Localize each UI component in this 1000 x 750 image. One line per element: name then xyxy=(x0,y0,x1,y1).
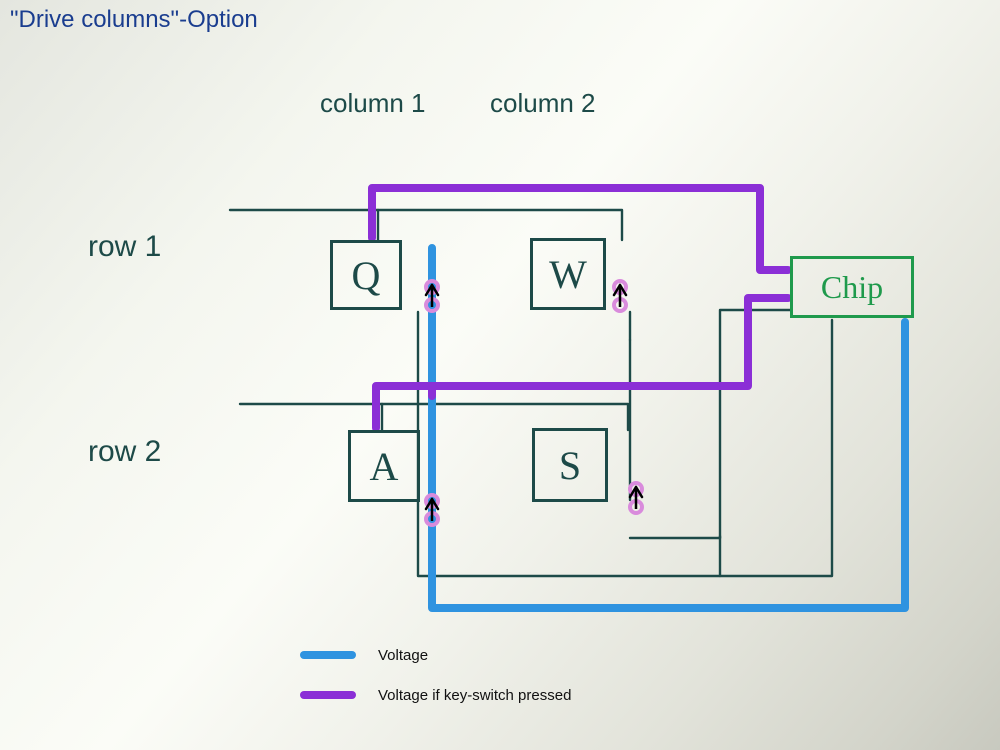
key-a-label: A xyxy=(370,443,399,490)
wiring-layer xyxy=(0,0,1000,750)
key-w-label: W xyxy=(549,251,587,298)
key-s: S xyxy=(532,428,608,502)
legend-pressed-row: Voltage if key-switch pressed xyxy=(300,680,800,710)
legend-pressed-text: Voltage if key-switch pressed xyxy=(378,687,571,704)
legend: Voltage Voltage if key-switch pressed xyxy=(300,640,800,720)
key-q-label: Q xyxy=(352,252,381,299)
key-s-label: S xyxy=(559,442,581,489)
chip-label: Chip xyxy=(821,269,883,306)
key-w: W xyxy=(530,238,606,310)
legend-voltage-row: Voltage xyxy=(300,640,800,670)
diagram-page: "Drive columns"-Option column 1 column 2… xyxy=(0,0,1000,750)
legend-pressed-swatch xyxy=(300,691,356,699)
chip: Chip xyxy=(790,256,914,318)
legend-voltage-text: Voltage xyxy=(378,647,428,664)
legend-voltage-swatch xyxy=(300,651,356,659)
key-a: A xyxy=(348,430,420,502)
key-q: Q xyxy=(330,240,402,310)
